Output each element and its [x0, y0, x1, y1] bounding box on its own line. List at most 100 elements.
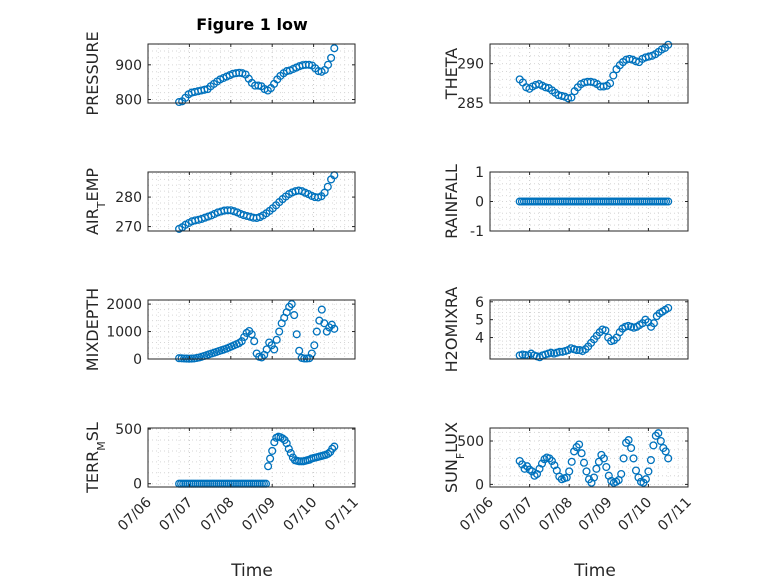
- data-point: [619, 454, 628, 463]
- data-point: [247, 330, 256, 339]
- y-tick-label: 4: [475, 331, 484, 347]
- data-point: [177, 354, 186, 363]
- data-point: [641, 475, 650, 484]
- data-point: [644, 467, 653, 476]
- data-point: [609, 71, 618, 80]
- data-point: [537, 459, 547, 468]
- axes-box: [147, 43, 356, 104]
- y-tick-label: 0: [133, 477, 142, 493]
- data-point: [272, 335, 281, 344]
- y-tick-label: 0: [475, 195, 484, 211]
- data-point: [599, 82, 608, 91]
- data-point: [547, 456, 556, 466]
- axes-box: [489, 299, 689, 360]
- y-axis-label: SUNFLUX: [442, 422, 467, 493]
- data-point: [287, 300, 296, 309]
- data-point: [565, 467, 574, 476]
- x-tick-label: 07/10: [615, 495, 655, 535]
- y-tick-label: 285: [457, 96, 484, 112]
- data-point: [250, 337, 259, 346]
- axes-box: [489, 43, 689, 104]
- data-point: [661, 447, 670, 456]
- y-tick-label: 900: [115, 58, 142, 74]
- data-point: [555, 347, 564, 356]
- y-tick-label: 6: [475, 295, 484, 311]
- y-axis-label: RAINFALL: [442, 164, 461, 239]
- data-point: [545, 454, 554, 463]
- data-point: [624, 436, 633, 445]
- data-point: [629, 454, 638, 463]
- y-axis-label: THETA: [442, 48, 461, 100]
- y-tick-label: 1: [475, 165, 484, 181]
- data-point: [327, 320, 336, 329]
- data-point: [200, 85, 209, 94]
- data-point: [324, 449, 333, 458]
- x-tick-label: 07/09: [239, 495, 279, 535]
- data-point: [592, 464, 601, 473]
- data-point: [555, 472, 564, 481]
- x-tick-label: 07/11: [655, 495, 695, 535]
- data-point: [541, 83, 550, 92]
- subplot-pressure: 800 900 PRESSURE: [83, 31, 356, 116]
- x-tick-label: 07/07: [156, 495, 196, 535]
- data-point: [664, 40, 673, 49]
- data-point: [567, 93, 576, 102]
- data-point: [575, 440, 584, 449]
- data-point: [664, 197, 673, 206]
- axes-box: [147, 427, 356, 488]
- y-axis-label: H2OMIXRA: [442, 287, 461, 373]
- data-point: [589, 473, 599, 482]
- y-axis-label: PRESSURE: [83, 31, 102, 115]
- data-point: [518, 460, 527, 469]
- y-tick-label: 290: [457, 57, 484, 73]
- data-point: [664, 303, 673, 313]
- data-point: [264, 462, 273, 471]
- x-tick-label: 07/11: [322, 495, 362, 535]
- data-point: [240, 332, 249, 342]
- data-point: [634, 473, 643, 482]
- data-point: [572, 443, 581, 452]
- data-point: [320, 319, 329, 328]
- data-point: [267, 341, 276, 350]
- data-point: [292, 330, 301, 339]
- data-point: [268, 446, 277, 455]
- y-tick-label: 5: [475, 313, 484, 329]
- subplot-h2omixra: 4 5 6 H2OMIXRA: [442, 287, 689, 373]
- x-tick-label: 07/06: [457, 494, 497, 534]
- data-point: [654, 429, 663, 438]
- x-tick-label: 07/09: [576, 495, 616, 535]
- data-point: [257, 353, 266, 362]
- y-tick-label: 500: [115, 422, 142, 438]
- data-point: [270, 438, 279, 447]
- data-point: [330, 442, 339, 451]
- y-tick-label: 270: [115, 220, 142, 236]
- data-point: [649, 441, 658, 450]
- y-axis-label: AIRTEMP: [83, 168, 108, 235]
- data-point: [649, 319, 658, 328]
- data-point: [295, 346, 304, 355]
- data-point: [330, 44, 339, 53]
- data-point: [330, 324, 339, 333]
- data-point: [312, 327, 321, 336]
- data-point: [320, 188, 329, 197]
- data-point: [572, 346, 581, 355]
- data-point: [317, 305, 326, 314]
- y-tick-label: 0: [133, 352, 142, 368]
- data-point: [606, 79, 615, 88]
- data-point: [520, 464, 529, 473]
- data-point: [323, 182, 332, 191]
- y-tick-label: 0: [475, 477, 484, 493]
- data-point: [582, 467, 591, 476]
- x-axis-label-right: Time: [573, 561, 616, 581]
- data-point: [656, 436, 665, 446]
- y-tick-label: 800: [115, 93, 142, 109]
- data-point: [262, 345, 271, 354]
- data-point: [570, 447, 579, 456]
- axes-box: [147, 171, 356, 232]
- data-point: [577, 449, 586, 458]
- x-tick-label: 07/08: [536, 495, 576, 535]
